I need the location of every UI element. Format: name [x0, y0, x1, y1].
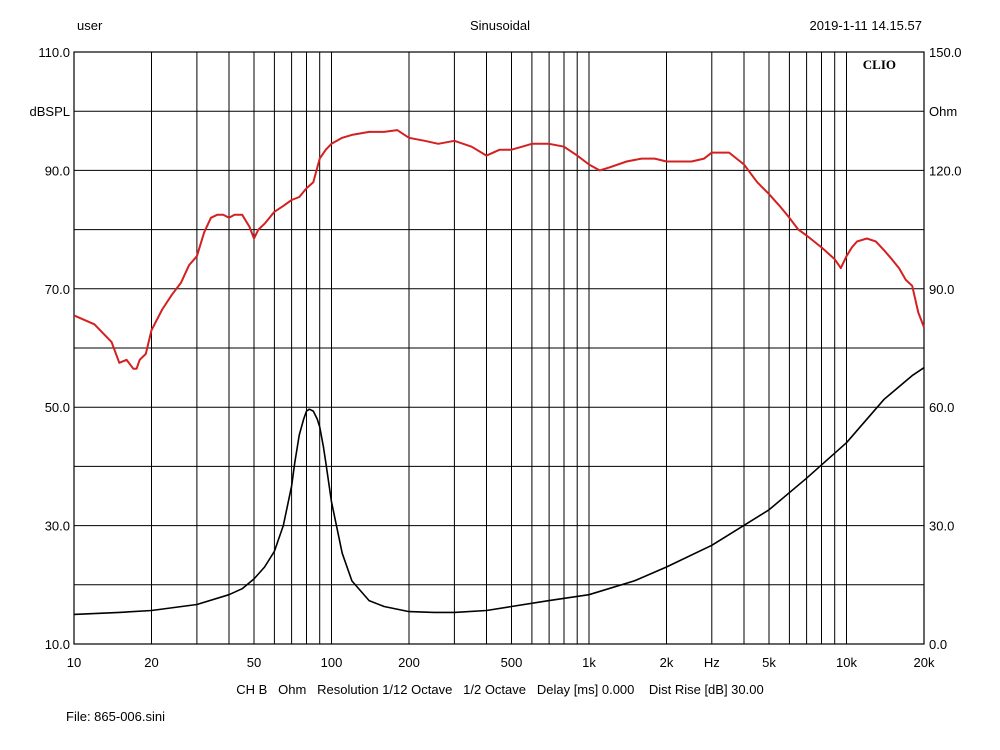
y-left-tick-label: 30.0: [45, 519, 70, 534]
header-user: user: [77, 18, 103, 33]
clio-logo-text: CLIO: [863, 57, 896, 72]
y-left-tick-label: 10.0: [45, 637, 70, 652]
y-right-tick-label: 30.0: [929, 519, 954, 534]
plot-frame: [73, 51, 925, 645]
spl-curve: [73, 129, 925, 370]
x-tick-label: 10: [67, 655, 81, 670]
y-left-tick-label: 70.0: [45, 282, 70, 297]
y-right-tick-label: 60.0: [929, 400, 954, 415]
y-left-tick-label: 110.0: [38, 45, 70, 60]
header-mode: Sinusoidal: [470, 18, 530, 33]
y-right-tick-label: 90.0: [929, 282, 954, 297]
x-tick-label: 10k: [836, 655, 857, 670]
x-tick-label: 200: [398, 655, 420, 670]
impedance-curve: [73, 367, 925, 616]
x-tick-label: 20k: [914, 655, 935, 670]
y-right-axis-label: Ohm: [929, 104, 957, 119]
x-tick-label: 1k: [582, 655, 596, 670]
footer-settings: CH B Ohm Resolution 1/12 Octave 1/2 Octa…: [236, 682, 764, 697]
y-left-axis-label: dBSPL: [30, 104, 70, 119]
x-tick-label: 20: [144, 655, 158, 670]
x-tick-label: 5k: [762, 655, 776, 670]
footer-file: File: 865-006.sini: [66, 709, 165, 724]
y-right-tick-label: 120.0: [929, 163, 962, 178]
y-right-tick-label: 150.0: [929, 45, 962, 60]
header-datetime: 2019-1-11 14.15.57: [809, 18, 922, 33]
y-right-tick-label: 0.0: [929, 637, 947, 652]
x-tick-label: 100: [321, 655, 343, 670]
x-tick-label: 500: [501, 655, 523, 670]
x-axis-label: Hz: [704, 655, 720, 670]
y-left-tick-label: 90.0: [45, 163, 70, 178]
x-tick-label: 2k: [660, 655, 674, 670]
y-left-tick-label: 50.0: [45, 400, 70, 415]
x-tick-label: 50: [247, 655, 261, 670]
